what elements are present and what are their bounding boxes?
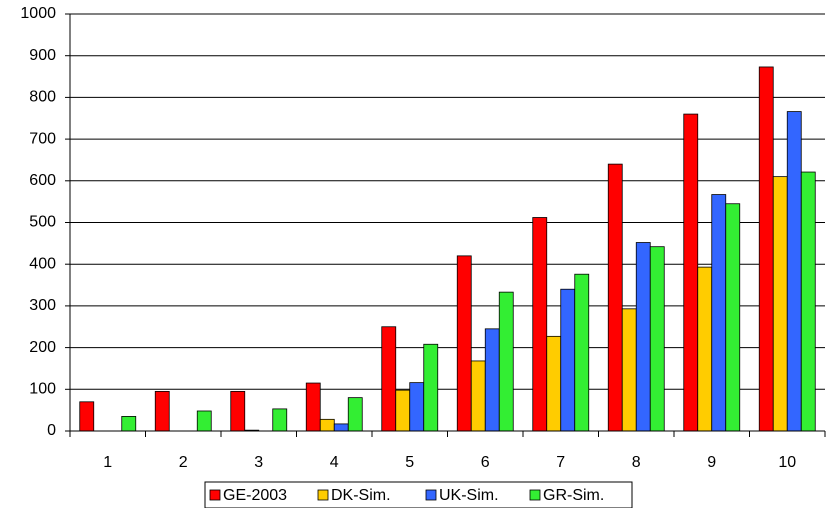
legend-swatch	[317, 489, 329, 501]
bar	[409, 382, 425, 432]
y-tick-label: 600	[29, 172, 56, 189]
bar	[272, 408, 288, 432]
bar	[772, 176, 788, 432]
y-tick-label: 100	[29, 381, 56, 398]
bar	[635, 242, 651, 432]
x-tick-label: 6	[481, 454, 490, 471]
bar	[711, 194, 727, 432]
x-tick-label: 9	[707, 454, 716, 471]
y-tick-label: 500	[29, 214, 56, 231]
y-tick-label: 0	[47, 422, 56, 439]
legend-swatch	[425, 489, 437, 501]
bar	[649, 246, 665, 432]
bar	[347, 397, 363, 432]
bar	[395, 389, 411, 432]
bar	[456, 255, 472, 432]
legend-label: UK-Sim.	[439, 487, 499, 504]
y-tick-label: 200	[29, 339, 56, 356]
bar	[498, 291, 514, 432]
bar	[546, 335, 562, 432]
bar	[196, 410, 212, 432]
bar	[758, 66, 774, 432]
legend-label: GR-Sim.	[543, 487, 604, 504]
x-tick-label: 10	[778, 454, 796, 471]
y-tick-label: 400	[29, 255, 56, 272]
bar	[560, 288, 576, 432]
legend-swatch	[529, 489, 541, 501]
bar	[697, 266, 713, 432]
bar	[532, 217, 548, 432]
bar	[79, 401, 95, 432]
bar	[333, 423, 349, 432]
legend-label: GE-2003	[223, 487, 287, 504]
legend-box	[204, 481, 633, 508]
y-tick-label: 900	[29, 47, 56, 64]
legend-label: DK-Sim.	[331, 487, 391, 504]
bar	[574, 273, 590, 432]
x-tick-label: 8	[632, 454, 641, 471]
bar	[607, 163, 623, 432]
x-tick-label: 2	[179, 454, 188, 471]
x-tick-label: 4	[330, 454, 339, 471]
bar	[319, 418, 335, 432]
x-tick-label: 7	[556, 454, 565, 471]
y-tick-label: 300	[29, 297, 56, 314]
legend-swatch	[209, 489, 221, 501]
bar	[470, 360, 486, 432]
bar	[423, 343, 439, 432]
bar	[121, 416, 137, 432]
y-tick-label: 1000	[20, 5, 56, 22]
x-tick-label: 5	[405, 454, 414, 471]
x-tick-label: 1	[103, 454, 112, 471]
bar	[381, 326, 397, 432]
y-tick-label: 800	[29, 89, 56, 106]
bar	[484, 328, 500, 432]
bar	[786, 111, 802, 432]
bar	[800, 171, 816, 432]
y-tick-label: 700	[29, 130, 56, 147]
bar	[154, 390, 170, 432]
bar	[230, 390, 246, 432]
bar	[305, 382, 321, 432]
bar	[725, 203, 741, 432]
bar	[683, 113, 699, 432]
bar	[621, 308, 637, 432]
x-tick-label: 3	[254, 454, 263, 471]
